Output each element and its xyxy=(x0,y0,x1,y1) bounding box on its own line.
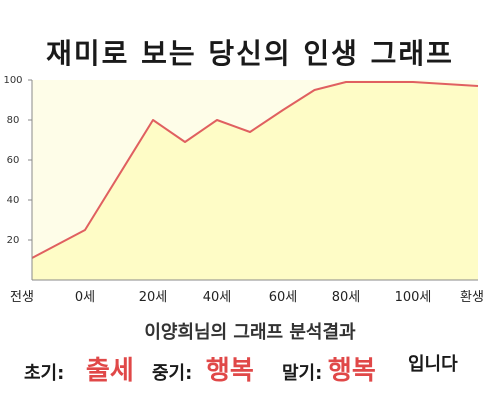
x-tick-label: 20세 xyxy=(139,290,168,305)
late-life-label: 말기: xyxy=(282,363,323,384)
x-tick-label: 0세 xyxy=(75,290,95,305)
early-life-verdict: 초기: 출세 xyxy=(24,350,134,387)
life-line xyxy=(31,81,479,259)
late-life-value: 행복 xyxy=(327,356,376,386)
x-tick-label: 80세 xyxy=(332,290,361,305)
y-tick-label: 40 xyxy=(7,195,20,206)
chart-title: 재미로 보는 당신의 인생 그래프 xyxy=(46,37,454,70)
x-tick-label: 100세 xyxy=(395,290,432,305)
early-life-value: 출세 xyxy=(85,356,134,386)
x-tick-label: 60세 xyxy=(269,290,298,305)
y-tick-label: 100 xyxy=(3,75,22,86)
mid-life-label: 중기: xyxy=(152,363,193,384)
x-tick-label: 환생 xyxy=(460,290,484,305)
mid-life-verdict: 중기: 행복 xyxy=(152,350,254,387)
analysis-caption: 이양희님의 그래프 분석결과 xyxy=(144,322,356,343)
late-life-verdict: 말기: 행복 xyxy=(282,350,376,387)
x-tick-label: 전생 xyxy=(10,290,34,305)
life-area-fill xyxy=(32,82,478,280)
y-tick-label: 80 xyxy=(7,115,20,126)
y-tick-label: 20 xyxy=(7,235,20,246)
mid-life-value: 행복 xyxy=(205,356,254,386)
verdict-suffix: 입니다 xyxy=(408,350,458,376)
x-tick-label: 40세 xyxy=(203,290,232,305)
early-life-label: 초기: xyxy=(24,363,65,384)
y-tick-label: 60 xyxy=(7,155,20,166)
verdict-suffix-text: 입니다 xyxy=(408,354,458,375)
